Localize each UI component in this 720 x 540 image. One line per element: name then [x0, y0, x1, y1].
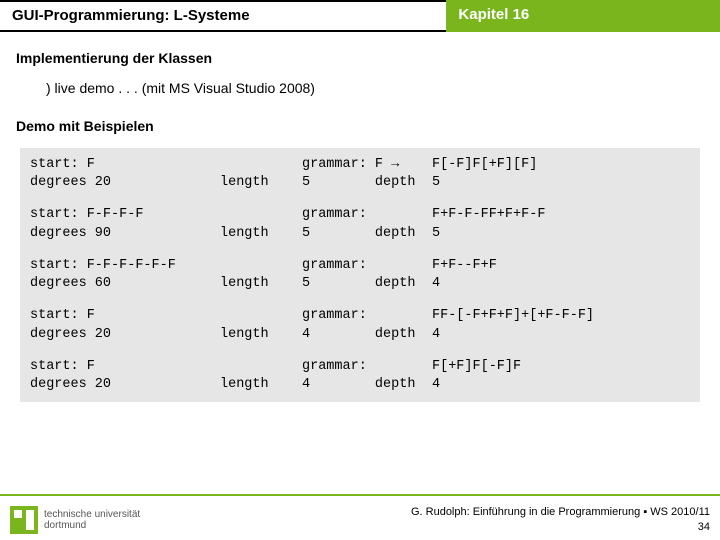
ex-cell: 5 depth [302, 275, 432, 293]
footer-line1: G. Rudolph: Einführung in die Programmie… [411, 505, 710, 519]
slide-header: GUI-Programmierung: L-Systeme Kapitel 16 [0, 0, 720, 32]
section-heading-2: Demo mit Beispielen [16, 118, 704, 134]
tu-logo-icon [10, 506, 38, 534]
ex-cell: degrees 20 [30, 326, 220, 344]
ex-cell: start: F-F-F-F-F-F [30, 257, 220, 275]
examples-box: start: F grammar: F → F[-F]F[+F][F] degr… [20, 148, 700, 402]
ex-cell: grammar: [302, 257, 432, 275]
divider-line [0, 494, 720, 496]
ex-cell: degrees 20 [30, 174, 220, 192]
logo-text: technische universität dortmund [44, 509, 140, 531]
ex-cell: degrees 60 [30, 275, 220, 293]
ex-cell: degrees 90 [30, 225, 220, 243]
ex-cell: F+F--F+F [432, 257, 497, 275]
demo-line: ) live demo . . . (mit MS Visual Studio … [46, 80, 704, 96]
example-4: start: F grammar: FF-[-F+F+F]+[+F-F-F] d… [30, 307, 690, 343]
ex-cell: 5 depth [302, 174, 432, 192]
ex-cell: 5 [432, 225, 440, 243]
section-heading-1: Implementierung der Klassen [16, 50, 704, 66]
ex-cell: start: F [30, 156, 220, 174]
logo-area: technische universität dortmund [10, 506, 140, 534]
ex-cell: 4 [432, 275, 440, 293]
ex-cell [220, 307, 302, 325]
slide-content: Implementierung der Klassen ) live demo … [0, 32, 720, 402]
ex-cell: grammar: F → [302, 156, 432, 174]
ex-cell [220, 206, 302, 224]
ex-cell: 4 [432, 376, 440, 394]
ex-cell: start: F [30, 307, 220, 325]
example-5: start: F grammar: F[+F]F[-F]F degrees 20… [30, 358, 690, 394]
ex-cell: degrees 20 [30, 376, 220, 394]
ex-cell: 4 depth [302, 376, 432, 394]
example-1: start: F grammar: F → F[-F]F[+F][F] degr… [30, 156, 690, 192]
ex-cell: F+F-F-FF+F+F-F [432, 206, 545, 224]
header-title-right: Kapitel 16 [446, 0, 720, 32]
ex-cell: grammar: [302, 358, 432, 376]
header-title-left: GUI-Programmierung: L-Systeme [0, 0, 446, 32]
ex-cell: F[-F]F[+F][F] [432, 156, 537, 174]
ex-cell [220, 257, 302, 275]
ex-cell: length [220, 275, 302, 293]
ex-cell: grammar: [302, 307, 432, 325]
ex-cell: length [220, 376, 302, 394]
ex-cell: 5 depth [302, 225, 432, 243]
ex-cell: length [220, 225, 302, 243]
ex-cell: length [220, 174, 302, 192]
logo-line2: dortmund [44, 520, 140, 531]
ex-cell: start: F-F-F-F [30, 206, 220, 224]
slide-footer: G. Rudolph: Einführung in die Programmie… [411, 505, 710, 534]
ex-cell [220, 156, 302, 174]
ex-cell: 5 [432, 174, 440, 192]
logo-line1: technische universität [44, 509, 140, 520]
ex-cell: start: F [30, 358, 220, 376]
example-2: start: F-F-F-F grammar: F+F-F-FF+F+F-F d… [30, 206, 690, 242]
footer-page-number: 34 [411, 520, 710, 534]
ex-cell: 4 [432, 326, 440, 344]
ex-cell: 4 depth [302, 326, 432, 344]
ex-cell: FF-[-F+F+F]+[+F-F-F] [432, 307, 594, 325]
ex-cell [220, 358, 302, 376]
ex-cell: grammar: [302, 206, 432, 224]
ex-cell: F[+F]F[-F]F [432, 358, 521, 376]
example-3: start: F-F-F-F-F-F grammar: F+F--F+F deg… [30, 257, 690, 293]
ex-cell: length [220, 326, 302, 344]
